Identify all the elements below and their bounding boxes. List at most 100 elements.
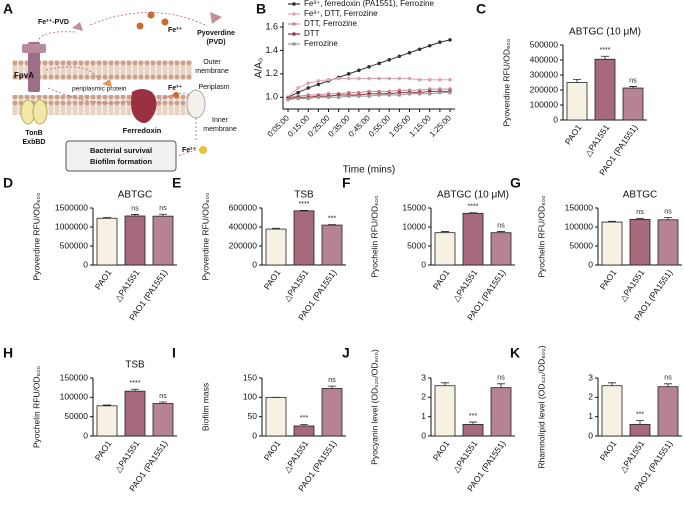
x-tick-label: PAO1 bbox=[598, 438, 619, 462]
bar bbox=[462, 212, 484, 266]
fpva-cap bbox=[22, 44, 46, 53]
panel-letter: K bbox=[510, 345, 520, 361]
pvd-shape bbox=[210, 12, 222, 24]
point bbox=[316, 95, 321, 100]
point bbox=[427, 91, 432, 96]
fe-dot bbox=[147, 11, 155, 19]
x-tick-label: △PA1551 bbox=[618, 267, 647, 303]
y-tick-label: 3 bbox=[421, 372, 426, 382]
chart-title: ABTGC (10 μM) bbox=[569, 27, 641, 38]
arrow bbox=[37, 12, 206, 157]
point bbox=[367, 94, 371, 98]
point bbox=[336, 76, 341, 81]
bar bbox=[152, 403, 174, 437]
y-tick-label: 600000 bbox=[229, 202, 258, 212]
point bbox=[417, 91, 422, 96]
error-bar bbox=[469, 421, 477, 425]
point bbox=[357, 94, 361, 98]
x-tick-label: △PA1551 bbox=[282, 438, 311, 474]
chart-title: TSB bbox=[125, 360, 145, 371]
fe-dot bbox=[161, 18, 169, 26]
label: ExbBD bbox=[23, 139, 46, 146]
significance: ns bbox=[328, 377, 336, 384]
point bbox=[417, 77, 422, 82]
x-tick-label: PAO1 bbox=[598, 267, 619, 291]
y-axis-label: Pyocyanin level (OD₅₂₀/OD₆₀₀) bbox=[369, 349, 379, 465]
y-axis-label: A/A₀ bbox=[254, 58, 265, 78]
y-tick-label: 1000000 bbox=[55, 221, 88, 231]
bar bbox=[462, 423, 484, 437]
y-tick-label: 0 bbox=[421, 430, 426, 440]
bar bbox=[434, 232, 456, 266]
y-tick-label: 1.6 bbox=[265, 21, 278, 31]
bar bbox=[152, 215, 174, 266]
point bbox=[296, 86, 300, 90]
error-bar bbox=[272, 227, 280, 230]
bar bbox=[293, 210, 315, 266]
bar bbox=[594, 58, 616, 121]
bar bbox=[265, 396, 287, 437]
bar bbox=[601, 385, 623, 437]
point bbox=[387, 76, 392, 81]
legend-marker bbox=[292, 2, 296, 6]
y-tick-label: 0 bbox=[252, 259, 257, 269]
y-tick-label: 150000 bbox=[565, 202, 594, 212]
point bbox=[448, 90, 452, 95]
point bbox=[306, 81, 311, 86]
panel-letter: D bbox=[3, 175, 13, 191]
point bbox=[296, 96, 300, 101]
y-tick-label: 50000 bbox=[64, 411, 88, 421]
bar bbox=[124, 390, 146, 437]
legend-label: DTT, Ferrozine bbox=[304, 19, 357, 28]
y-tick-label: 50 bbox=[248, 411, 258, 421]
x-tick-label: △PA1551 bbox=[451, 267, 480, 303]
fpva-shape bbox=[28, 42, 40, 92]
bar bbox=[265, 228, 287, 266]
fe-dot bbox=[136, 22, 144, 30]
error-bar bbox=[497, 231, 505, 233]
point bbox=[357, 68, 361, 73]
label: (PVD) bbox=[206, 39, 225, 46]
point bbox=[438, 77, 442, 82]
significance: ns bbox=[497, 375, 505, 382]
error-bar bbox=[636, 217, 644, 220]
label: FpvA bbox=[14, 71, 34, 80]
label: Fe²⁺ bbox=[182, 146, 197, 154]
error-bar bbox=[300, 424, 308, 426]
point bbox=[316, 82, 321, 87]
error-bar bbox=[159, 401, 167, 404]
bar bbox=[601, 221, 623, 266]
error-bar bbox=[328, 385, 336, 389]
point bbox=[377, 61, 381, 66]
y-tick-label: 200000 bbox=[530, 84, 559, 94]
error-bar bbox=[103, 217, 111, 219]
y-axis-label: Rhamnolipid level (OD₄₂₁/OD₆₀₀) bbox=[536, 345, 546, 468]
error-bar bbox=[497, 383, 505, 388]
x-tick-label: PAO1 bbox=[262, 438, 283, 462]
x-tick-label: △PA1551 bbox=[583, 122, 612, 158]
fe2-dot bbox=[199, 146, 207, 154]
point bbox=[377, 93, 381, 97]
label: Pyoverdine bbox=[197, 30, 235, 37]
label: Bacterial survival bbox=[90, 146, 152, 155]
panel-letter: B bbox=[256, 1, 266, 17]
bar bbox=[96, 217, 118, 266]
significance: *** bbox=[636, 411, 644, 418]
y-tick-label: 0 bbox=[421, 259, 426, 269]
ferredoxin-shape bbox=[131, 89, 157, 123]
panel-letter: E bbox=[172, 175, 181, 191]
significance: ns bbox=[636, 209, 644, 216]
error-bar bbox=[159, 213, 167, 217]
point bbox=[346, 94, 351, 98]
y-tick-label: 10000 bbox=[402, 221, 426, 231]
label: membrane bbox=[195, 68, 229, 75]
point bbox=[417, 47, 422, 52]
y-axis-label: Pyoverdine RFU/OD₆₀₀ bbox=[200, 192, 210, 280]
point bbox=[427, 43, 432, 48]
significance: *** bbox=[300, 415, 308, 422]
label: Periplasm bbox=[198, 84, 229, 91]
label: Fe³⁺ bbox=[168, 26, 183, 34]
point bbox=[438, 90, 442, 95]
point bbox=[367, 76, 371, 81]
legend-marker bbox=[292, 22, 296, 26]
